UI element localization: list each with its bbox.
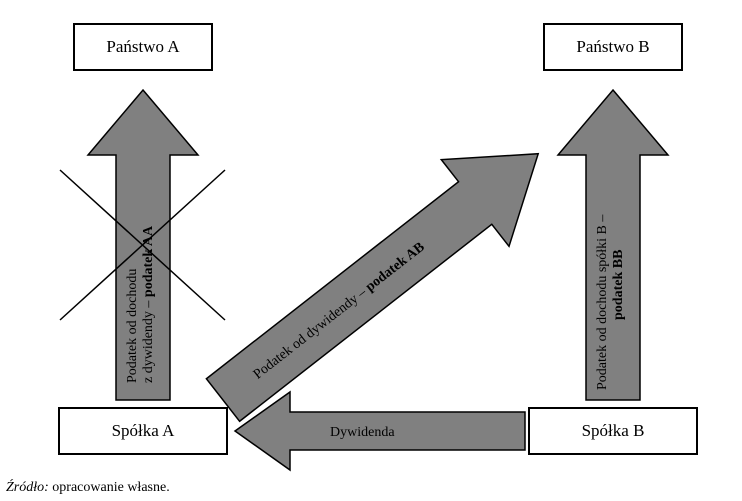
arrow-dividend: Dywidenda (235, 392, 525, 470)
arrow-tax-ab: Podatek od dywidendy – podatek AB (189, 110, 572, 443)
source-line: Źródło: opracowanie własne. (6, 480, 170, 496)
source-label-text: opracowanie własne. (49, 480, 170, 495)
box-state-b-label: Państwo B (576, 37, 649, 57)
arrow-tax-aa: Podatek od dochodu z dywidendy – podatek… (60, 90, 225, 400)
box-company-b: Spółka B (528, 407, 698, 455)
diagram-stage: { "type": "flowchart", "background_color… (0, 0, 742, 501)
arrow-dividend-label: Dywidenda (330, 425, 395, 440)
box-state-a: Państwo A (73, 23, 213, 71)
box-company-b-label: Spółka B (582, 421, 645, 441)
arrow-tax-ab-label: Podatek od dywidendy – podatek AB (251, 240, 428, 383)
box-state-b: Państwo B (543, 23, 683, 71)
box-company-a-label: Spółka A (112, 421, 175, 441)
box-state-a-label: Państwo A (106, 37, 179, 57)
box-company-a: Spółka A (58, 407, 228, 455)
source-label-italic: Źródło: (6, 480, 49, 495)
arrow-tax-bb: Podatek od dochodu spółki B – podatek BB (558, 90, 668, 400)
